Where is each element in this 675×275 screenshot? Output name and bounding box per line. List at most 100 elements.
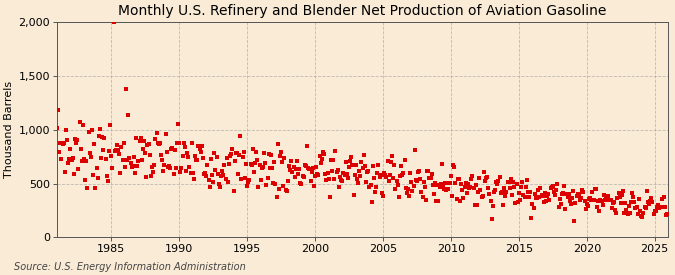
Point: [114, 152, 125, 156]
Point: [518, 192, 529, 197]
Point: [286, 158, 297, 163]
Point: [246, 162, 257, 167]
Point: [510, 201, 521, 205]
Point: [437, 162, 448, 166]
Point: [371, 185, 381, 189]
Point: [240, 176, 250, 180]
Point: [422, 169, 433, 173]
Point: [117, 158, 128, 162]
Point: [446, 174, 456, 178]
Point: [369, 176, 379, 181]
Point: [501, 189, 512, 194]
Point: [303, 166, 314, 170]
Point: [541, 199, 551, 204]
Point: [163, 164, 174, 168]
Point: [65, 147, 76, 151]
Point: [568, 189, 578, 194]
Point: [646, 196, 657, 201]
Point: [454, 199, 465, 204]
Point: [370, 189, 381, 194]
Point: [160, 131, 171, 136]
Point: [97, 135, 107, 139]
Point: [100, 157, 111, 162]
Point: [562, 195, 573, 200]
Point: [277, 160, 288, 164]
Point: [188, 176, 199, 181]
Point: [462, 191, 472, 195]
Point: [288, 165, 299, 169]
Point: [319, 152, 329, 156]
Point: [571, 193, 582, 198]
Title: Monthly U.S. Refinery and Blender Net Production of Aviation Gasoline: Monthly U.S. Refinery and Blender Net Pr…: [118, 4, 607, 18]
Point: [612, 196, 623, 200]
Point: [72, 138, 82, 142]
Point: [302, 144, 313, 148]
Point: [86, 128, 97, 132]
Point: [605, 198, 616, 202]
Point: [634, 209, 645, 213]
Point: [95, 127, 105, 131]
Point: [405, 171, 416, 175]
Point: [497, 203, 508, 207]
Point: [271, 194, 282, 199]
Point: [363, 169, 374, 173]
Point: [194, 147, 205, 151]
Point: [272, 142, 283, 147]
Point: [554, 196, 565, 201]
Point: [574, 198, 585, 202]
Point: [59, 170, 70, 175]
Point: [305, 178, 316, 183]
Point: [407, 189, 418, 193]
Point: [267, 166, 277, 170]
Point: [300, 163, 310, 167]
Point: [576, 196, 587, 200]
Point: [522, 189, 533, 194]
Point: [470, 183, 481, 187]
Point: [606, 206, 617, 210]
Point: [618, 189, 628, 193]
Point: [221, 156, 232, 160]
Point: [634, 197, 645, 202]
Point: [529, 206, 539, 211]
Point: [260, 161, 271, 166]
Point: [578, 189, 589, 194]
Point: [459, 184, 470, 189]
Point: [349, 173, 360, 177]
Point: [421, 197, 431, 202]
Point: [92, 175, 103, 180]
Point: [552, 182, 563, 186]
Point: [356, 160, 367, 164]
Point: [418, 180, 429, 184]
Point: [165, 166, 176, 170]
Point: [73, 167, 84, 172]
Point: [133, 159, 144, 164]
Point: [657, 205, 668, 209]
Point: [584, 197, 595, 201]
Point: [564, 192, 574, 196]
Point: [379, 171, 389, 176]
Point: [443, 181, 454, 185]
Point: [441, 188, 452, 192]
Point: [661, 213, 672, 218]
Point: [644, 201, 655, 206]
Point: [116, 145, 127, 150]
Point: [594, 209, 605, 214]
Point: [620, 201, 630, 206]
Point: [645, 199, 655, 203]
Point: [68, 155, 78, 160]
Point: [146, 174, 157, 179]
Point: [354, 169, 364, 173]
Point: [320, 172, 331, 176]
Point: [254, 163, 265, 167]
Point: [539, 191, 550, 196]
Point: [265, 152, 276, 157]
Point: [132, 164, 142, 168]
Point: [195, 149, 206, 154]
Point: [71, 141, 82, 145]
Point: [374, 175, 385, 179]
Point: [58, 141, 69, 145]
Point: [131, 135, 142, 140]
Point: [580, 207, 591, 211]
Point: [170, 166, 181, 170]
Point: [489, 188, 500, 192]
